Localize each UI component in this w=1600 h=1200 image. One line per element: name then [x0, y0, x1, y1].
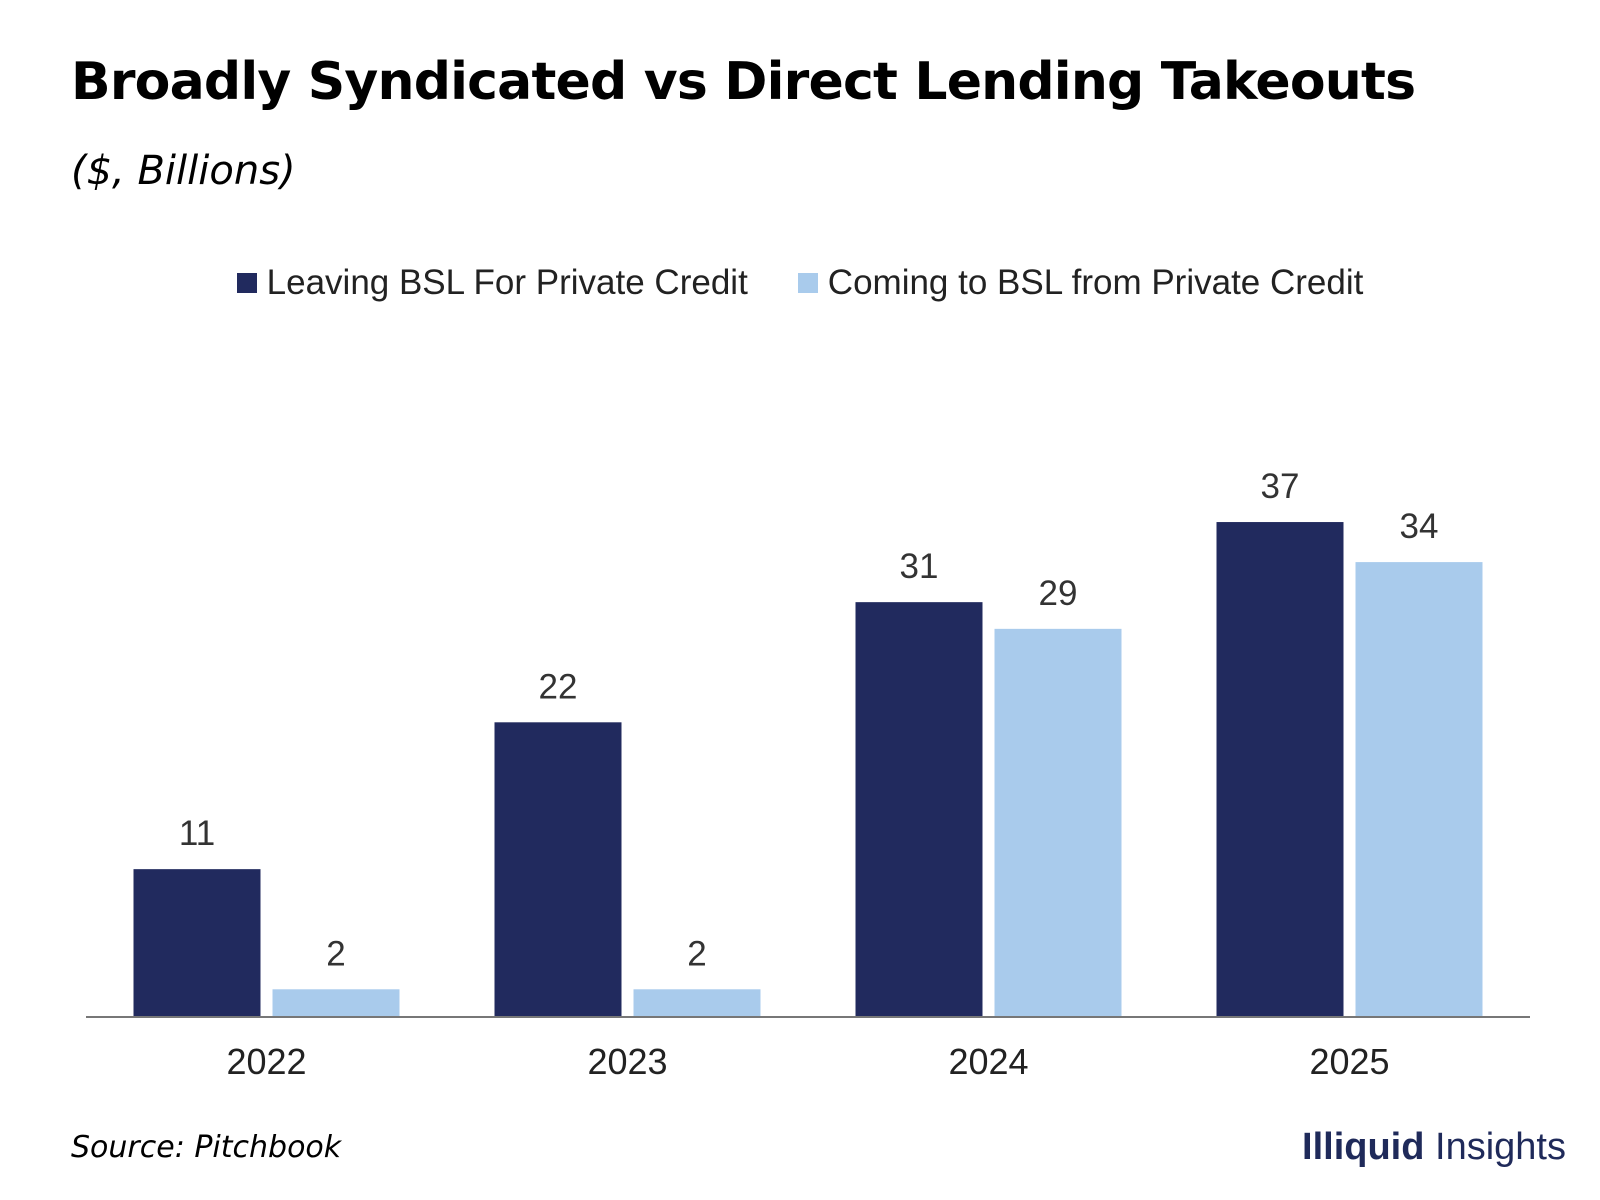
bar-leaving-2024 [855, 602, 983, 1016]
bar-leaving-2023 [494, 722, 622, 1016]
data-label-leaving-2023: 22 [539, 667, 578, 706]
x-tick-label-2022: 2022 [226, 1041, 306, 1082]
x-tick-label-2023: 2023 [587, 1041, 667, 1082]
x-tick-label-2024: 2024 [948, 1041, 1028, 1082]
data-label-leaving-2022: 11 [179, 814, 215, 853]
legend-item-coming: Coming to BSL from Private Credit [797, 263, 1364, 303]
bar-coming-2022 [272, 989, 400, 1016]
bar-coming-2024 [994, 628, 1122, 1016]
bar-coming-2023 [633, 989, 761, 1016]
legend-swatch-leaving [236, 273, 257, 293]
data-label-coming-2023: 2 [687, 934, 706, 973]
x-tick-label-2025: 2025 [1309, 1041, 1389, 1082]
data-label-coming-2024: 29 [1039, 574, 1078, 613]
data-label-leaving-2025: 37 [1261, 467, 1300, 506]
legend-label-leaving: Leaving BSL For Private Credit [266, 263, 748, 302]
source-note: Source: Pitchbook [71, 1130, 342, 1165]
chart-subtitle: ($, Billions) [71, 148, 296, 194]
bar-leaving-2022 [133, 869, 261, 1016]
chart-title: Broadly Syndicated vs Direct Lending Tak… [71, 52, 1416, 112]
brand-name-regular: Insights [1424, 1126, 1566, 1168]
bar-coming-2025 [1355, 562, 1483, 1016]
legend: Leaving BSL For Private Credit Coming to… [0, 263, 1600, 303]
data-label-coming-2022: 2 [326, 934, 345, 973]
data-label-leaving-2024: 31 [900, 547, 939, 586]
data-label-coming-2025: 34 [1400, 507, 1439, 546]
legend-swatch-coming [797, 273, 818, 293]
brand-name-bold: Illiquid [1302, 1126, 1425, 1168]
legend-label-coming: Coming to BSL from Private Credit [827, 263, 1364, 302]
legend-item-leaving: Leaving BSL For Private Credit [236, 263, 748, 303]
brand-logo: Illiquid Insights [1302, 1126, 1566, 1169]
bar-leaving-2025 [1216, 522, 1344, 1016]
